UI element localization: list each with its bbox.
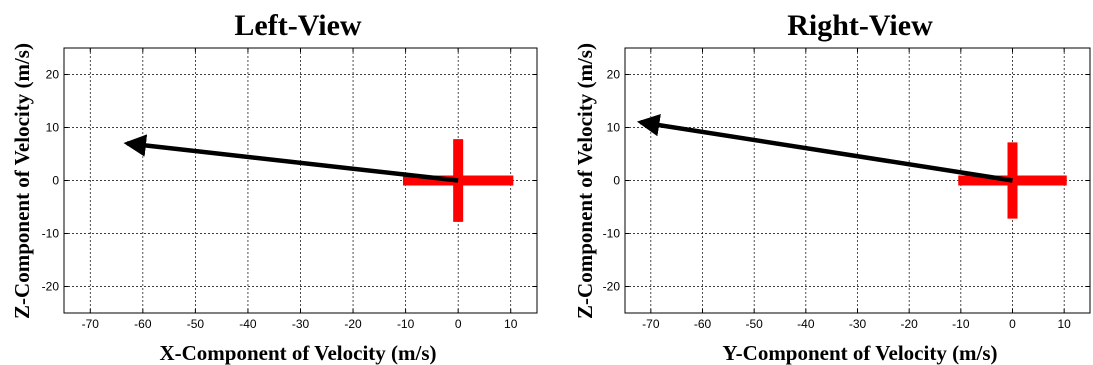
plot-area: -70 -60 -50 -40 -30 -20 -10 0 10 -20 -10 0 10 20 (42, 47, 538, 331)
y-tick-label: -10 (42, 227, 60, 241)
x-tick-label: -20 (900, 317, 918, 331)
y-axis-label: Z-Component of Velocity (m/s) (573, 43, 597, 319)
x-tick-label: -60 (694, 317, 712, 331)
chart-title: Right-View (787, 9, 933, 42)
x-tick-label: 10 (1057, 317, 1071, 331)
y-tick-label: -20 (42, 280, 60, 294)
chart-title: Left-View (234, 9, 361, 42)
y-tick-label: 10 (46, 121, 60, 135)
x-tick-label: -10 (952, 317, 970, 331)
y-axis-label: Z-Component of Velocity (m/s) (10, 43, 34, 319)
y-tick-label: -20 (603, 280, 621, 294)
left-view-chart: Left-View X-Component of Velocity (m/s) … (10, 9, 538, 365)
x-tick-label: -40 (239, 317, 257, 331)
x-tick-label: -70 (82, 317, 100, 331)
x-tick-label: -30 (292, 317, 310, 331)
x-tick-label: -60 (134, 317, 152, 331)
y-tick-label: 20 (46, 68, 60, 82)
x-tick-label: -40 (797, 317, 815, 331)
plot-area: -70 -60 -50 -40 -30 -20 -10 0 10 -20 -10 0 10 20 (603, 47, 1091, 331)
x-tick-label: -50 (187, 317, 205, 331)
y-tick-label: 0 (52, 174, 59, 188)
x-tick-label: 0 (455, 317, 462, 331)
y-tick-label: 10 (607, 121, 621, 135)
x-tick-label: 10 (504, 317, 518, 331)
right-view-chart: Right-View Y-Component of Velocity (m/s)… (573, 9, 1091, 365)
x-tick-label: -20 (344, 317, 362, 331)
y-tick-label: -10 (603, 227, 621, 241)
x-tick-label: -10 (397, 317, 415, 331)
x-tick-label: -70 (642, 317, 660, 331)
y-tick-label: 0 (613, 174, 620, 188)
velocity-arrow (636, 114, 1013, 183)
y-tick-label: 20 (607, 68, 621, 82)
velocity-arrow (123, 134, 459, 183)
x-tick-label: -50 (745, 317, 763, 331)
x-axis-label: Y-Component of Velocity (m/s) (722, 341, 997, 365)
x-tick-label: 0 (1009, 317, 1016, 331)
x-axis-label: X-Component of Velocity (m/s) (159, 341, 436, 365)
x-tick-label: -30 (849, 317, 867, 331)
